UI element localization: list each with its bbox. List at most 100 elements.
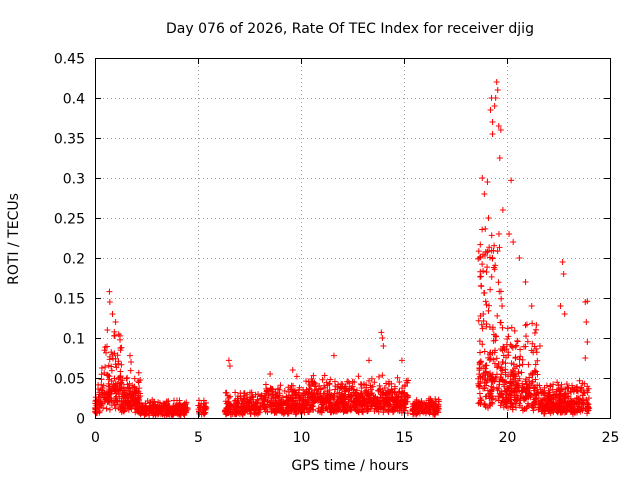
data-point xyxy=(270,407,277,414)
data-point xyxy=(357,390,364,397)
data-point xyxy=(482,298,489,305)
y-tick-label: 0.25 xyxy=(54,212,85,228)
data-point xyxy=(108,367,115,374)
data-point xyxy=(481,401,488,408)
data-point xyxy=(98,402,105,409)
data-point xyxy=(364,402,371,409)
data-point xyxy=(398,409,405,416)
data-point xyxy=(170,397,177,404)
data-point xyxy=(274,403,281,410)
data-point xyxy=(287,386,294,393)
data-point xyxy=(358,381,365,388)
data-point xyxy=(113,364,120,371)
data-point xyxy=(479,341,486,348)
data-points xyxy=(92,79,593,419)
data-point xyxy=(118,361,125,368)
data-point xyxy=(508,400,515,407)
data-point xyxy=(237,393,244,400)
data-point xyxy=(291,407,298,414)
data-point xyxy=(476,371,483,378)
data-point xyxy=(500,404,507,411)
data-point xyxy=(255,397,262,404)
data-point xyxy=(106,406,113,413)
data-point xyxy=(516,362,523,369)
data-point xyxy=(510,239,517,245)
data-point xyxy=(532,368,539,375)
data-point xyxy=(401,389,408,396)
data-point xyxy=(320,401,327,408)
data-point xyxy=(488,388,495,395)
data-point xyxy=(489,255,496,262)
y-tick-label: 0.35 xyxy=(54,132,85,148)
data-point xyxy=(342,383,349,390)
data-point xyxy=(488,232,495,239)
data-point xyxy=(272,394,279,401)
data-point xyxy=(109,351,116,358)
x-tick-label: 10 xyxy=(293,430,311,446)
data-point xyxy=(98,376,105,383)
data-point xyxy=(538,400,545,407)
data-point xyxy=(359,408,366,415)
data-point xyxy=(108,349,115,356)
data-point xyxy=(117,374,124,381)
data-point xyxy=(509,406,516,413)
data-point xyxy=(491,103,498,109)
data-point xyxy=(196,397,203,404)
data-point xyxy=(317,386,324,393)
data-point xyxy=(569,386,576,393)
data-point xyxy=(504,336,511,343)
data-point xyxy=(319,376,326,383)
data-point xyxy=(517,353,524,360)
data-point xyxy=(108,397,115,404)
data-point xyxy=(396,379,403,386)
data-point xyxy=(326,381,333,388)
data-point xyxy=(225,394,232,401)
data-point xyxy=(380,343,387,349)
data-point xyxy=(256,409,263,416)
data-point xyxy=(380,405,387,412)
data-point xyxy=(106,356,113,363)
data-point xyxy=(532,361,539,368)
data-point xyxy=(584,298,591,305)
data-point xyxy=(115,358,122,365)
data-point xyxy=(495,385,502,392)
data-point xyxy=(524,400,531,407)
data-point xyxy=(421,407,428,414)
data-point xyxy=(495,279,502,286)
data-point xyxy=(504,325,511,332)
data-point xyxy=(404,394,411,401)
data-point xyxy=(240,395,247,402)
data-point xyxy=(363,405,370,412)
data-point xyxy=(311,397,318,404)
data-point xyxy=(394,374,401,381)
data-point xyxy=(352,398,359,405)
data-point xyxy=(339,381,346,388)
data-point xyxy=(584,410,591,417)
data-point xyxy=(240,390,247,397)
data-point xyxy=(584,339,591,345)
data-point xyxy=(355,373,362,380)
data-point xyxy=(105,380,112,387)
data-point xyxy=(379,372,386,379)
data-point xyxy=(575,400,582,407)
data-point xyxy=(569,382,576,389)
data-point xyxy=(547,410,554,417)
data-point xyxy=(123,375,130,382)
data-point xyxy=(99,385,106,392)
data-point xyxy=(102,344,109,351)
data-point xyxy=(476,254,483,261)
data-point xyxy=(346,391,353,398)
data-point xyxy=(296,400,303,407)
data-point xyxy=(485,354,492,361)
data-point xyxy=(280,408,287,415)
data-point xyxy=(559,259,566,265)
data-point xyxy=(394,399,401,406)
data-point xyxy=(119,377,126,384)
data-point xyxy=(493,355,500,362)
data-point xyxy=(106,299,113,305)
data-point xyxy=(391,385,398,392)
data-point xyxy=(477,241,484,248)
data-point xyxy=(390,408,397,415)
data-point xyxy=(547,383,554,390)
